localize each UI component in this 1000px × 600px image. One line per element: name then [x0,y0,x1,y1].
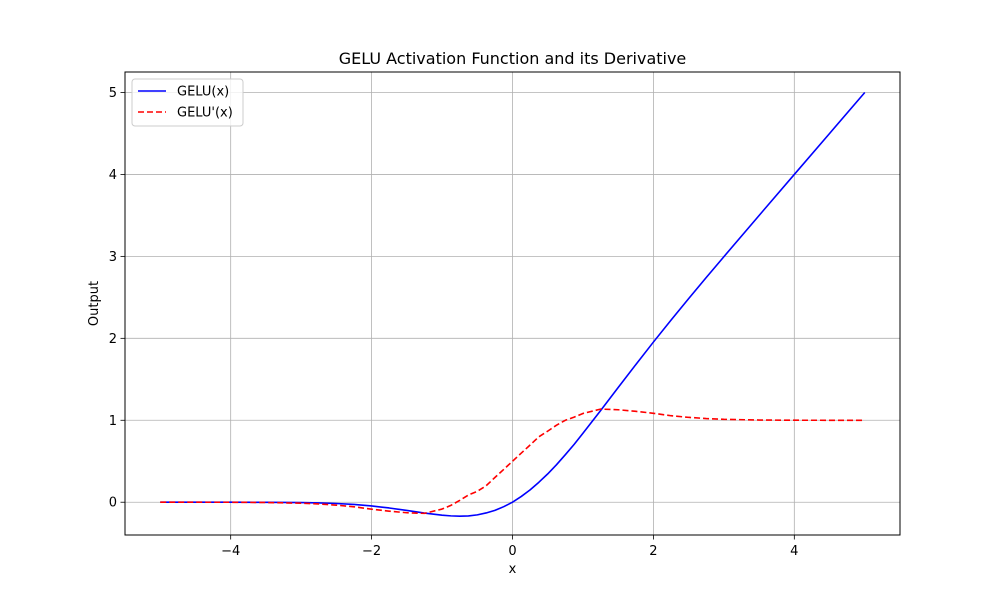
x-axis-title: x [509,562,517,577]
x-tick-label: −4 [221,544,240,559]
y-tick-label: 1 [109,414,117,429]
tick-layer: −4 −2 0 2 4 0 1 2 3 4 5 [109,86,799,559]
y-tick-label: 2 [109,332,117,347]
legend-label-gelu: GELU(x) [177,85,229,100]
series-line-gelu-derivative [160,408,865,515]
x-tick-label: 4 [790,544,798,559]
y-axis-title: Output [87,281,102,326]
x-tick-label: −2 [362,544,381,559]
x-tick-label: 0 [508,544,516,559]
chart-title: GELU Activation Function and its Derivat… [339,49,687,68]
y-tick-label: 5 [109,86,117,101]
y-tick-label: 4 [109,168,117,183]
series-layer [160,91,866,517]
legend: GELU(x) GELU'(x) [131,78,244,127]
series-line-gelu [160,91,866,517]
x-tick-label: 2 [649,544,657,559]
y-tick-label: 3 [109,250,117,265]
y-tick-label: 0 [109,496,117,511]
legend-label-gelu-derivative: GELU'(x) [177,106,233,121]
